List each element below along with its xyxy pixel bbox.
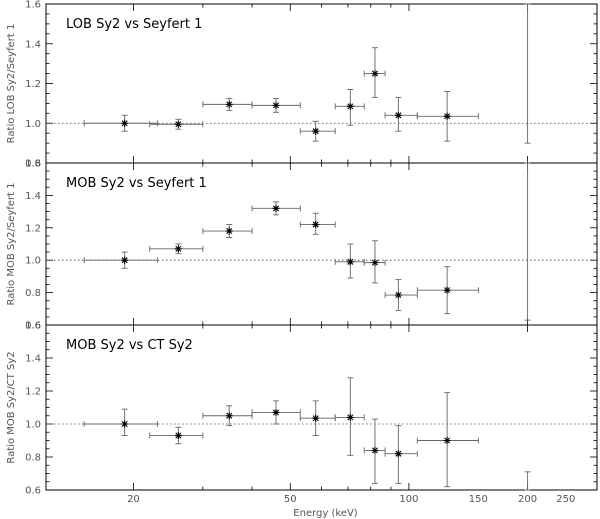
x-tick-label: 20 (127, 494, 140, 505)
y-tick-label: 1.4 (25, 191, 41, 202)
data-point (225, 412, 233, 420)
y-tick-label: 1.0 (25, 420, 41, 431)
x-tick-label: 150 (469, 494, 488, 505)
data-point (121, 420, 129, 428)
data-point (394, 291, 402, 299)
y-tick-label: 1.4 (25, 39, 41, 50)
y-tick-label: 1.2 (25, 223, 41, 234)
data-point (394, 450, 402, 458)
data-point (272, 408, 280, 416)
y-tick-label: 0.6 (25, 486, 41, 497)
data-point (174, 120, 182, 128)
data-point (174, 245, 182, 253)
data-point (121, 256, 129, 264)
data-point (225, 227, 233, 235)
panel-title-1: LOB Sy2 vs Seyfert 1 (66, 17, 202, 32)
data-point (225, 100, 233, 108)
data-point (371, 259, 379, 267)
y-tick-label: 1.6 (25, 321, 41, 332)
data-point (394, 111, 402, 119)
y-tick-label: 1.0 (25, 256, 41, 267)
y-tick-label: 0.8 (25, 288, 41, 299)
x-tick-label: 100 (399, 494, 418, 505)
y-axis-label-1: Ratio LOB Sy2/Seyfert 1 (6, 24, 17, 144)
y-tick-label: 1.4 (25, 354, 41, 365)
panel-title-3: MOB Sy2 vs CT Sy2 (66, 338, 193, 353)
y-tick-label: 0.8 (25, 159, 41, 170)
data-point (312, 414, 320, 422)
data-point (371, 70, 379, 78)
y-tick-label: 0.6 (25, 321, 41, 332)
x-tick-label: 200 (518, 494, 537, 505)
y-tick-label: 1.0 (25, 119, 41, 130)
data-point (346, 413, 354, 421)
y-tick-label: 1.2 (25, 79, 41, 90)
panel-title-2: MOB Sy2 vs Seyfert 1 (66, 176, 207, 191)
x-axis-label: Energy (keV) (293, 508, 358, 519)
data-point (346, 102, 354, 110)
y-tick-label: 1.6 (25, 159, 41, 170)
data-point (371, 446, 379, 454)
x-tick-label: 50 (284, 494, 297, 505)
data-point (346, 258, 354, 266)
data-point (174, 432, 182, 440)
data-point (443, 112, 451, 120)
x-tick-label: 250 (556, 494, 575, 505)
y-tick-label: 1.6 (25, 0, 41, 11)
data-point (443, 437, 451, 444)
y-axis-label-2: Ratio MOB Sy2/Seyfert 1 (6, 182, 17, 305)
y-axis-label-3: Ratio MOB Sy2/CT Sy2 (6, 351, 17, 463)
y-tick-label: 1.2 (25, 387, 41, 398)
data-point (272, 101, 280, 109)
data-point (272, 204, 280, 212)
data-point (312, 127, 320, 135)
data-point (121, 119, 129, 127)
y-tick-label: 0.8 (25, 453, 41, 464)
data-point (443, 286, 451, 294)
data-point (312, 221, 320, 229)
